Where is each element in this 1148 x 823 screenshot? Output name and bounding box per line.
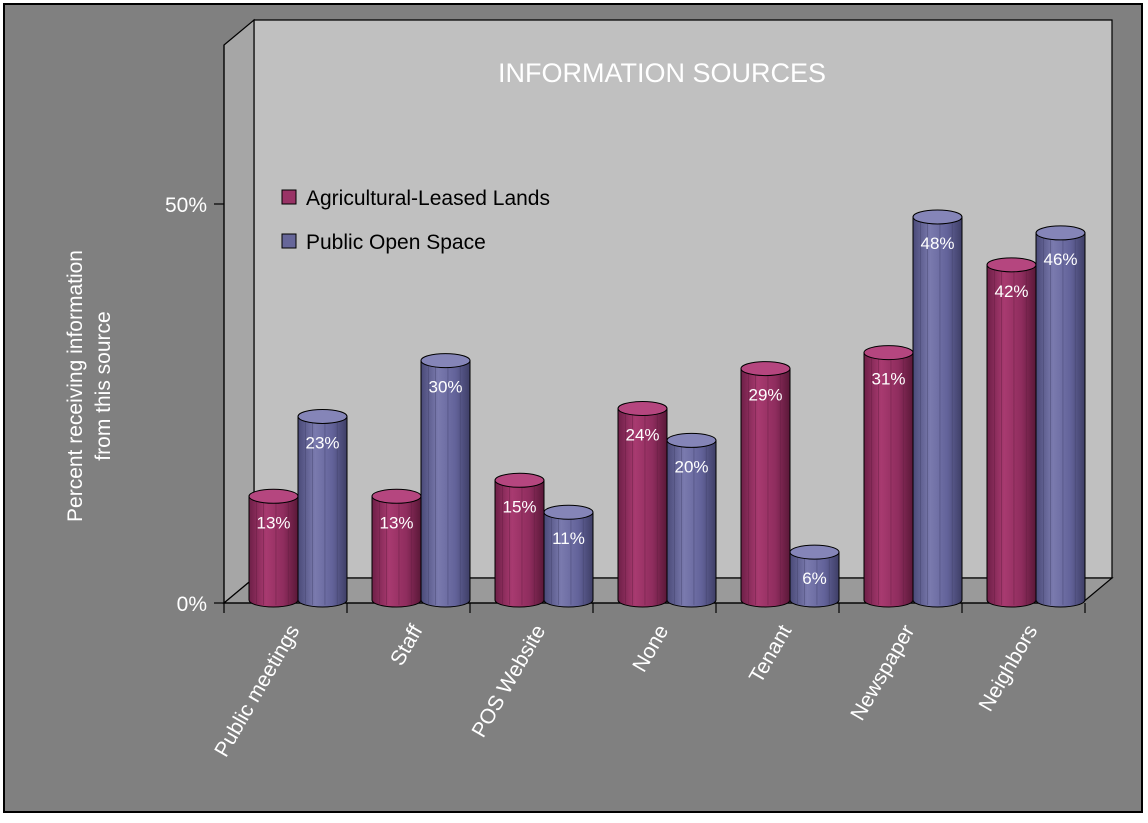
- y-axis-label: Percent receiving information from this …: [64, 250, 115, 522]
- bar-agricultural-leased-lands-newspaper: [863, 345, 914, 608]
- y-axis-label-line-1: Percent receiving information: [64, 250, 87, 522]
- bar-public-open-space-public-meetings: [297, 408, 348, 608]
- data-label-public-open-space-tenant: 6%: [802, 569, 827, 588]
- bar-public-open-space-newspaper: [912, 209, 963, 608]
- data-label-agricultural-leased-lands-neighbors: 42%: [994, 282, 1028, 301]
- legend-swatch-public-open-space: [281, 233, 297, 249]
- data-label-agricultural-leased-lands-public-meetings: 13%: [256, 513, 290, 532]
- bar-public-open-space-none: [666, 432, 717, 608]
- bar-public-open-space-pos-website: [543, 504, 594, 608]
- legend: Agricultural-Leased Lands Public Open Sp…: [281, 187, 550, 254]
- bar-agricultural-leased-lands-tenant: [740, 361, 791, 608]
- legend-label-public-open-space: Public Open Space: [306, 231, 486, 254]
- bars-group: 13% 23% 13% 30% 15% 11% 24% 20% 29% 6% 31% 48% 42% 46…: [248, 209, 1086, 608]
- bar-public-open-space-staff: [420, 353, 471, 608]
- bar-agricultural-leased-lands-staff: [371, 488, 422, 608]
- y-tick-label-50: 50%: [165, 194, 207, 217]
- y-axis-label-line-2: from this source: [92, 311, 115, 460]
- data-label-public-open-space-staff: 30%: [428, 378, 462, 397]
- bar-public-open-space-neighbors: [1035, 225, 1086, 608]
- y-tick-label-0: 0%: [177, 593, 207, 616]
- data-label-agricultural-leased-lands-tenant: 29%: [748, 386, 782, 405]
- bar-public-open-space-tenant: [789, 544, 840, 608]
- bar-agricultural-leased-lands-neighbors: [986, 257, 1037, 608]
- data-label-public-open-space-none: 20%: [674, 457, 708, 476]
- legend-swatch-agricultural: [281, 189, 297, 205]
- chart-title: INFORMATION SOURCES: [498, 58, 826, 88]
- data-label-agricultural-leased-lands-newspaper: 31%: [871, 370, 905, 389]
- legend-label-agricultural: Agricultural-Leased Lands: [306, 187, 550, 210]
- data-label-agricultural-leased-lands-staff: 13%: [379, 513, 413, 532]
- data-label-public-open-space-public-meetings: 23%: [305, 433, 339, 452]
- data-label-public-open-space-pos-website: 11%: [552, 529, 585, 548]
- bar-agricultural-leased-lands-public-meetings: [248, 488, 299, 608]
- data-label-public-open-space-neighbors: 46%: [1043, 250, 1077, 269]
- data-label-agricultural-leased-lands-none: 24%: [625, 425, 659, 444]
- bar-agricultural-leased-lands-pos-website: [494, 472, 545, 608]
- data-label-agricultural-leased-lands-pos-website: 15%: [502, 497, 536, 516]
- bar-agricultural-leased-lands-none: [617, 400, 668, 608]
- data-label-public-open-space-newspaper: 48%: [920, 234, 954, 253]
